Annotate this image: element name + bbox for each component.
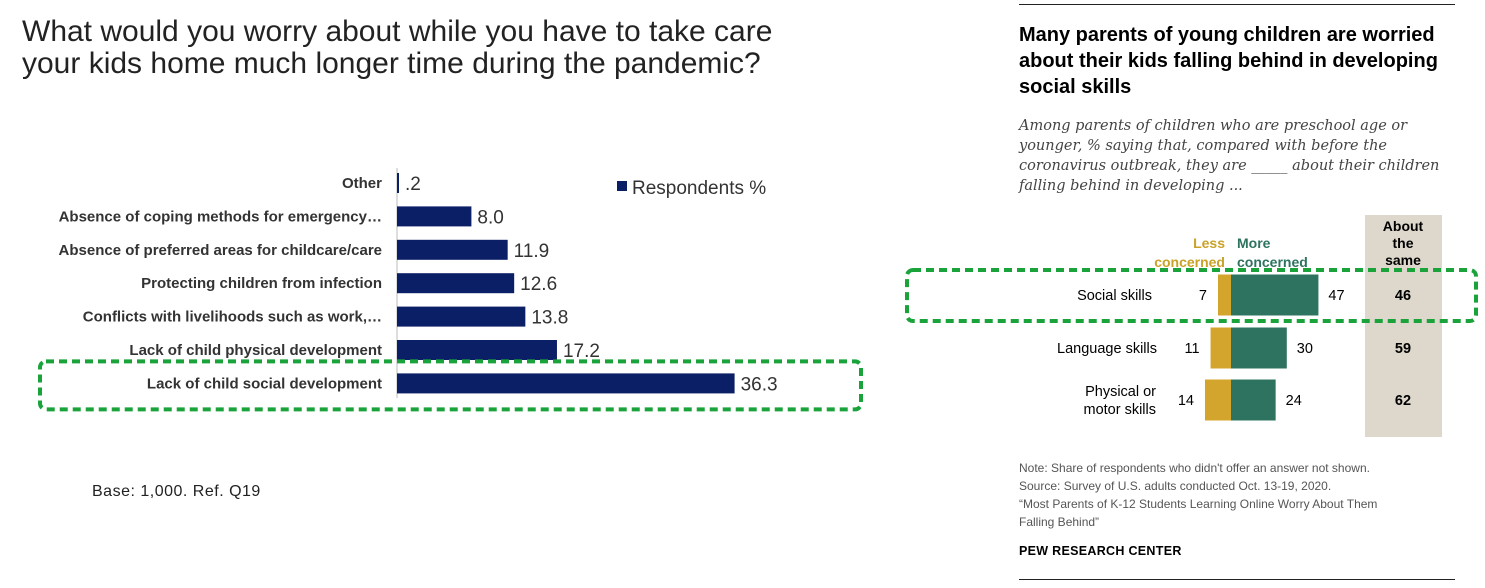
value-label: .2 — [405, 174, 421, 195]
bar — [397, 273, 515, 294]
value-label: 11.9 — [514, 241, 550, 262]
header-same: same — [1385, 252, 1421, 268]
bar — [397, 173, 399, 193]
more-bar — [1231, 379, 1276, 421]
value-label: 36.3 — [741, 374, 778, 395]
legend-label: Respondents % — [632, 178, 766, 199]
category-label: Protecting children from infection — [141, 275, 382, 292]
bar — [397, 206, 472, 227]
org-name: PEW RESEARCH CENTER — [1019, 544, 1182, 558]
value-label: 12.6 — [520, 274, 557, 295]
header-more: concerned — [1237, 254, 1308, 270]
category-label: Other — [342, 175, 382, 192]
less-bar — [1217, 274, 1231, 316]
more-bar — [1231, 274, 1319, 316]
less-bar — [1204, 379, 1231, 421]
less-value: 11 — [1184, 341, 1199, 357]
bottom-rule — [1019, 579, 1455, 580]
source-line: Source: Survey of U.S. adults conducted … — [1019, 479, 1332, 493]
top-rule — [1019, 4, 1455, 5]
category-label: Conflicts with livelihoods such as work,… — [83, 309, 382, 326]
legend-swatch — [617, 181, 627, 191]
value-label: 13.8 — [531, 308, 568, 329]
report-title-line: “Most Parents of K-12 Students Learning … — [1019, 497, 1378, 511]
note-line: Note: Share of respondents who didn't of… — [1019, 461, 1370, 475]
value-label: 8.0 — [477, 207, 503, 228]
category-label: Absence of coping methods for emergency… — [59, 208, 382, 225]
less-value: 14 — [1178, 393, 1194, 409]
highlight-box — [905, 268, 1478, 323]
header-less: Less — [1193, 235, 1225, 251]
row-label: Language skills — [1057, 341, 1157, 357]
row-label: Physical or — [1085, 384, 1156, 400]
less-value: 7 — [1199, 288, 1207, 304]
same-value: 46 — [1395, 288, 1411, 304]
more-value: 47 — [1328, 288, 1344, 304]
same-value: 59 — [1395, 341, 1411, 357]
bar — [397, 340, 557, 360]
more-value: 24 — [1286, 393, 1302, 409]
highlight-box — [38, 359, 863, 412]
right-chart-title: Many parents of young children are worri… — [1019, 24, 1438, 98]
header-same: About — [1383, 218, 1424, 234]
bar — [397, 239, 508, 260]
row-label: Social skills — [1077, 288, 1152, 304]
bar — [397, 373, 735, 394]
less-bar — [1210, 327, 1231, 369]
base-note: Base: 1,000. Ref. Q19 — [92, 483, 261, 500]
row-label: motor skills — [1083, 402, 1156, 418]
left-bar-chart: Other .2 Absence of coping methods for eme… — [38, 168, 863, 412]
same-column-bg — [1365, 215, 1442, 437]
header-more: More — [1237, 235, 1271, 251]
report-title-line-2: Falling Behind” — [1019, 515, 1100, 529]
bar — [397, 306, 526, 327]
right-chart-subtitle: Among parents of children who are presch… — [1019, 118, 1440, 194]
more-value: 30 — [1297, 341, 1313, 357]
category-label: Lack of child social development — [147, 375, 382, 392]
category-label: Lack of child physical development — [129, 342, 382, 359]
same-value: 62 — [1395, 393, 1411, 409]
category-label: Absence of preferred areas for childcare… — [59, 242, 382, 259]
left-chart-title: What would you worry about while you hav… — [22, 15, 773, 80]
value-label: 17.2 — [563, 341, 600, 362]
more-bar — [1231, 327, 1287, 369]
header-less: concerned — [1154, 254, 1225, 270]
header-same: the — [1393, 235, 1414, 251]
